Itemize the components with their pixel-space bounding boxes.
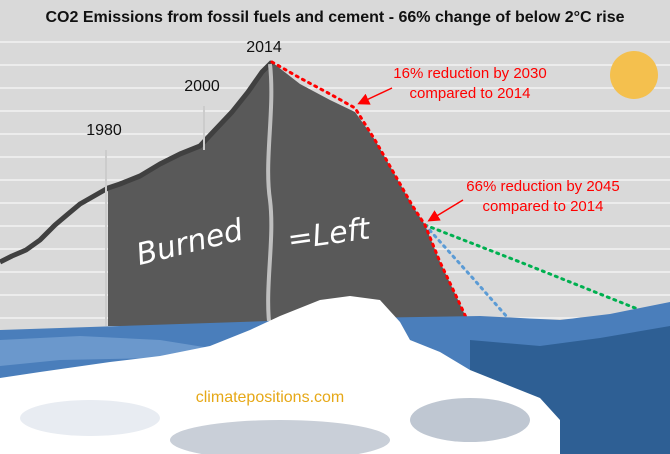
path-green xyxy=(423,223,647,314)
arrow-2045 xyxy=(427,199,464,222)
light-water xyxy=(0,336,210,366)
divider-2014 xyxy=(266,63,274,331)
credit-text: climatepositions.com xyxy=(196,389,345,406)
ice-shadow-2 xyxy=(170,420,390,454)
annotation-2045-line2: compared to 2014 xyxy=(483,198,604,215)
history-line xyxy=(0,60,274,265)
annotation-2030-line2: compared to 2014 xyxy=(410,85,531,102)
mountain-area xyxy=(108,62,470,326)
chart-title: CO2 Emissions from fossil fuels and ceme… xyxy=(46,9,625,26)
annotation-2030-line1: 16% reduction by 2030 xyxy=(393,65,546,82)
arrow-2030 xyxy=(357,87,393,105)
ice-shadow-3 xyxy=(410,398,530,442)
annotation-2045-line1: 66% reduction by 2045 xyxy=(466,178,619,195)
year-label-2000: 2000 xyxy=(184,78,220,95)
sun-icon xyxy=(610,51,658,99)
year-label-2014: 2014 xyxy=(246,39,282,56)
path-red xyxy=(270,60,472,328)
year-label-1980: 1980 xyxy=(86,122,122,139)
path-blue xyxy=(423,223,517,328)
ice-shadow-1 xyxy=(20,400,160,436)
